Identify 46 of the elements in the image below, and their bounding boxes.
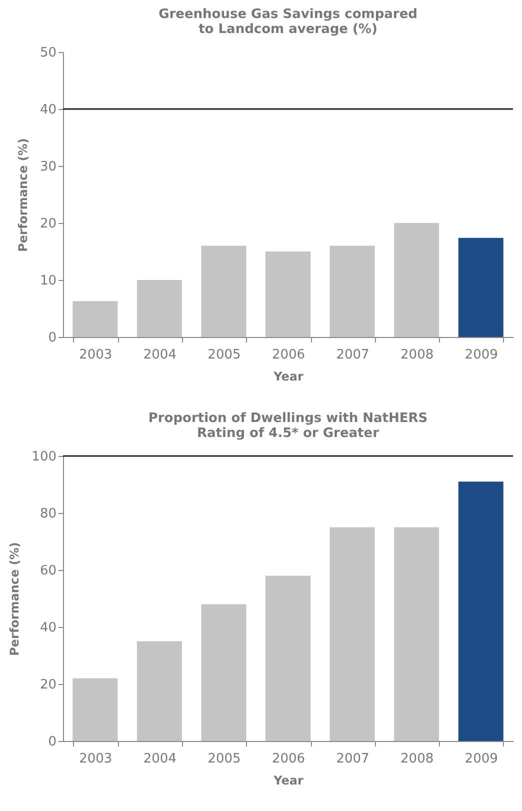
- y-tick-label: 20: [40, 678, 56, 692]
- bar: [72, 678, 118, 741]
- bar: [201, 604, 246, 741]
- x-tick-label: 2003: [79, 348, 112, 362]
- x-tick-label: 2008: [400, 348, 434, 362]
- x-tick-label: 2009: [464, 348, 498, 362]
- bar: [266, 252, 310, 337]
- bar: [330, 527, 375, 741]
- chart-title: Proportion of Dwellings with NatHERS Rating of 4.5* or Greater: [148, 411, 428, 441]
- chart-title: Greenhouse Gas Savings compared to Landcom average (%): [158, 7, 418, 37]
- x-axis-title: Year: [272, 774, 304, 788]
- y-tick-label: 0: [48, 734, 56, 750]
- y-tick-label: 10: [40, 274, 56, 288]
- x-tick-label: 2007: [336, 348, 370, 362]
- y-tick-label: 0: [48, 330, 56, 346]
- y-tick-label: 20: [40, 216, 56, 232]
- x-tick-label: 2005: [208, 348, 241, 362]
- x-tick-label: 2003: [79, 752, 112, 766]
- y-tick-label: 50: [40, 46, 56, 60]
- x-tick-label: 2004: [143, 752, 176, 766]
- y-tick-label: 80: [40, 506, 56, 522]
- x-tick-label: 2005: [208, 752, 241, 766]
- x-tick-label: 2008: [400, 752, 434, 766]
- bar: [201, 246, 246, 337]
- x-tick-label: 2006: [272, 348, 306, 362]
- bar: [136, 641, 182, 741]
- y-tick-label: 40: [40, 102, 56, 118]
- bar: [458, 238, 504, 337]
- bar: [72, 301, 118, 337]
- x-tick-label: 2009: [464, 752, 498, 766]
- bar: [136, 280, 182, 337]
- bar: [330, 246, 375, 337]
- y-tick-label: 60: [40, 564, 56, 578]
- bar: [458, 482, 504, 741]
- y-axis-title: Performance (%): [8, 542, 22, 656]
- y-axis-title: Performance (%): [16, 138, 30, 252]
- x-tick-label: 2004: [143, 348, 176, 362]
- bar: [266, 576, 310, 741]
- y-tick-label: 40: [40, 620, 56, 636]
- bar: [394, 527, 440, 741]
- y-tick-label: 100: [32, 450, 56, 464]
- x-tick-label: 2007: [336, 752, 370, 766]
- x-axis-title: Year: [272, 370, 304, 384]
- x-tick-label: 2006: [272, 752, 306, 766]
- y-tick-label: 30: [40, 160, 56, 174]
- bar: [394, 223, 440, 337]
